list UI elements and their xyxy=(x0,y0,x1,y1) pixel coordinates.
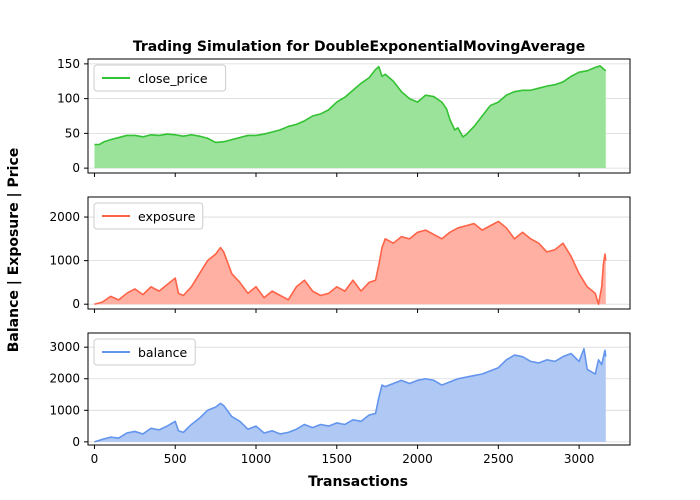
y-tick-label: 1000 xyxy=(49,254,80,268)
panels-group: 0 50 100 150 close_price 0 1000 2000 exposure 0 10… xyxy=(49,57,631,466)
axes-frame xyxy=(87,58,631,174)
x-tick-label: 3000 xyxy=(564,452,595,466)
legend-box xyxy=(93,202,204,230)
y-tick-label: 0 xyxy=(72,297,80,311)
series-line-exposure xyxy=(94,220,607,306)
x-tick-label: 1000 xyxy=(241,452,272,466)
x-tick-label: 2000 xyxy=(402,452,433,466)
panel-balance: 0 1000 2000 3000 0 500 1000 1500 2000 2500 3000 bal… xyxy=(49,332,631,466)
panel-close_price: 0 50 100 150 close_price xyxy=(57,57,631,177)
series-area-exposure xyxy=(94,221,606,305)
legend-exposure: exposure xyxy=(93,202,204,230)
y-tick-label: 0 xyxy=(72,435,80,449)
axes-frame xyxy=(87,196,631,310)
legend-close_price: close_price xyxy=(93,64,227,92)
x-tick-label: 2500 xyxy=(483,452,514,466)
x-axis-label: Transactions xyxy=(308,474,408,490)
y-tick-label: 0 xyxy=(72,161,80,175)
x-tick-label: 500 xyxy=(164,452,187,466)
y-tick-label: 2000 xyxy=(49,210,80,224)
y-tick-label: 100 xyxy=(57,92,80,106)
panel-exposure: 0 1000 2000 exposure xyxy=(49,196,631,313)
x-tick-label: 1500 xyxy=(322,452,353,466)
series-line-balance xyxy=(94,347,607,443)
y-tick-label: 150 xyxy=(57,57,80,71)
y-tick-label: 1000 xyxy=(49,403,80,417)
legend-label: close_price xyxy=(138,71,208,86)
x-tick-label: 0 xyxy=(91,452,99,466)
legend-box xyxy=(93,338,196,366)
legend-label: balance xyxy=(138,345,188,360)
y-tick-label: 2000 xyxy=(49,372,80,386)
legend-box xyxy=(93,64,227,92)
y-axis-label: Balance | Exposure | Price xyxy=(6,148,22,353)
chart-title: Trading Simulation for DoubleExponential… xyxy=(133,39,585,55)
y-tick-label: 50 xyxy=(65,126,80,140)
legend-balance: balance xyxy=(93,338,196,366)
y-tick-label: 3000 xyxy=(49,340,80,354)
series-line-close_price xyxy=(94,65,607,146)
legend-label: exposure xyxy=(138,209,196,224)
series-area-balance xyxy=(94,348,606,442)
axes-frame xyxy=(87,332,631,446)
